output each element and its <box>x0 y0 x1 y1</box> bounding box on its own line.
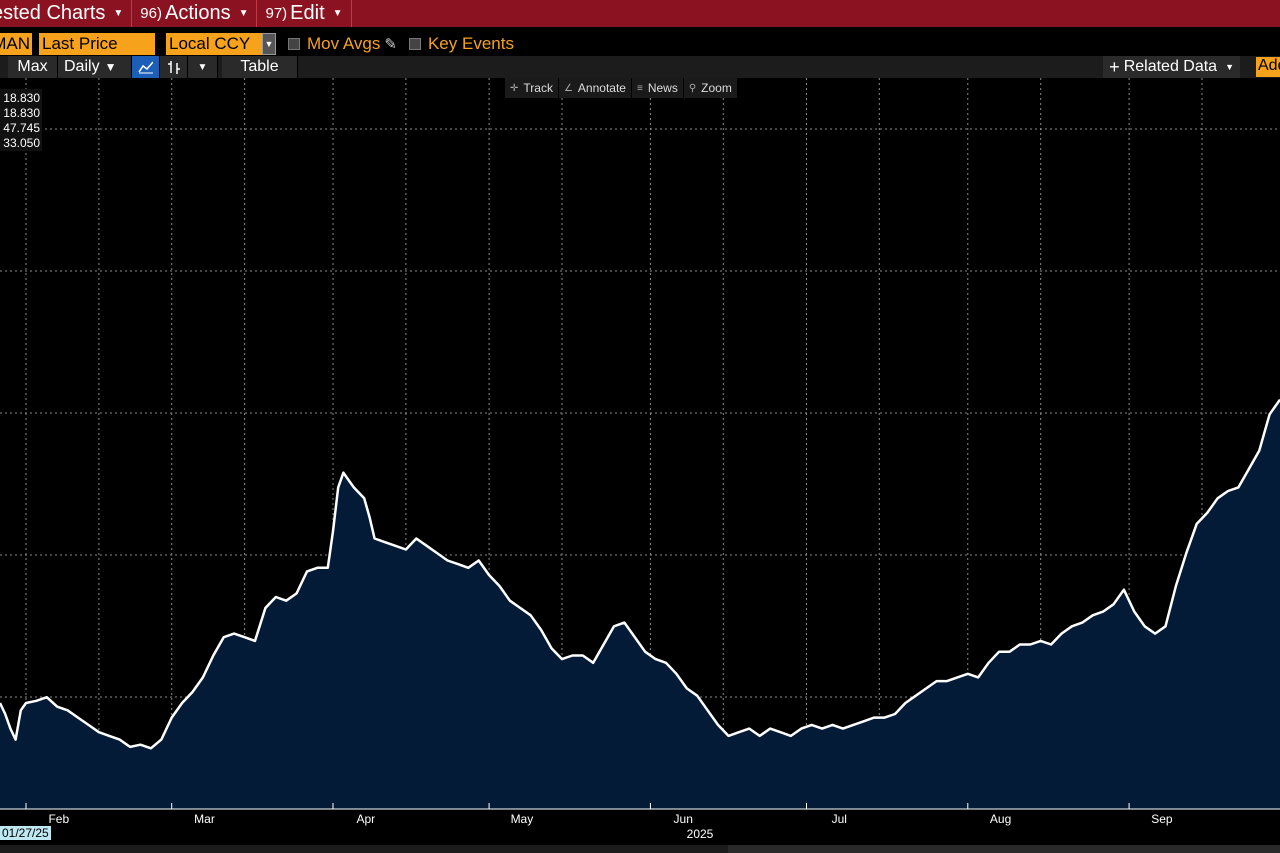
ticker-field[interactable]: MAN <box>0 33 32 55</box>
pencil-icon: ∠ <box>563 82 573 94</box>
chevron-down-icon: ▼ <box>104 60 117 74</box>
related-data-button[interactable]: + Related Data ▼ <box>1103 56 1240 78</box>
chart-toolbar: Max Daily ▼ ▼ Table + Related Data ▼ Add <box>0 56 1280 78</box>
ohlc-bar-icon <box>167 61 180 74</box>
crosshair-icon: ✛ <box>510 82 519 94</box>
scroll-thumb[interactable] <box>728 845 1280 853</box>
range-max-button[interactable]: Max <box>8 56 58 78</box>
menu-suggested-charts-label: ested Charts <box>0 2 106 24</box>
menu-bar: ested Charts ▼ 96) Actions ▼ 97) Edit ▼ <box>0 0 1280 27</box>
bar-chart-type-button[interactable] <box>160 56 188 78</box>
x-tick-label: Apr <box>356 812 375 826</box>
scroll-bar[interactable] <box>0 845 1280 853</box>
frequency-select[interactable]: Daily ▼ <box>58 56 132 78</box>
menu-actions-number: 96) <box>140 5 162 22</box>
stat-value: 47.745 <box>3 121 40 135</box>
mov-avgs-checkbox[interactable] <box>288 38 300 50</box>
menu-actions-label: Actions <box>164 2 231 24</box>
x-axis-year-label: 2025 <box>687 827 714 841</box>
add-button[interactable]: Add <box>1256 57 1280 77</box>
legend-stats: 18.830 18.830 47.745 33.050 <box>0 89 42 151</box>
price-chart[interactable]: Feb Mar Apr May Jun Jul Aug Sep 2025 <box>0 78 1280 853</box>
line-chart-icon <box>138 61 153 74</box>
x-tick-label: Jun <box>674 812 693 826</box>
field-selector-row: MAN Last Price Local CCY ▼ Mov Avgs ✎ Ke… <box>0 32 1280 56</box>
pencil-icon[interactable]: ✎ <box>384 36 397 53</box>
x-tick-label: Jul <box>832 812 847 826</box>
x-axis-ticks: Feb Mar Apr May Jun Jul Aug Sep <box>25 803 1173 826</box>
news-tool[interactable]: ≡ News <box>631 78 684 98</box>
start-date-field[interactable]: 01/27/25 <box>0 826 51 840</box>
currency-dropdown-button[interactable]: ▼ <box>262 33 276 55</box>
stat-value: 18.830 <box>3 91 40 105</box>
menu-edit-label: Edit <box>290 2 325 24</box>
chevron-down-icon: ▼ <box>238 8 249 19</box>
table-button[interactable]: Table <box>222 56 298 78</box>
price-line <box>0 398 1280 750</box>
menu-actions[interactable]: 96) Actions ▼ <box>132 0 258 27</box>
chart-area[interactable]: Feb Mar Apr May Jun Jul Aug Sep 2025 ✛ Track ∠ An… <box>0 78 1280 853</box>
news-icon: ≡ <box>636 82 643 94</box>
x-tick-label: Mar <box>194 812 215 826</box>
annotate-label: Annotate <box>577 81 626 95</box>
chevron-down-icon: ▼ <box>1225 62 1234 72</box>
chevron-down-icon: ▼ <box>264 39 274 49</box>
zoom-tool[interactable]: ⚲ Zoom <box>683 78 738 98</box>
currency-select[interactable]: Local CCY <box>166 33 262 55</box>
chart-grid <box>0 78 1280 809</box>
line-chart-type-button[interactable] <box>132 56 160 78</box>
menu-edit[interactable]: 97) Edit ▼ <box>257 0 352 27</box>
menu-edit-number: 97) <box>265 5 288 22</box>
frequency-label: Daily <box>64 58 100 75</box>
menu-suggested-charts[interactable]: ested Charts ▼ <box>0 0 133 27</box>
annotate-tool[interactable]: ∠ Annotate <box>558 78 632 98</box>
mov-avgs-label: Mov Avgs <box>307 34 381 53</box>
chart-type-dropdown[interactable]: ▼ <box>188 56 218 78</box>
track-tool[interactable]: ✛ Track <box>505 78 559 98</box>
stat-value: 18.830 <box>3 106 40 120</box>
x-tick-label: May <box>511 812 534 826</box>
related-data-label: Related Data <box>1123 58 1218 75</box>
price-area <box>0 399 1280 809</box>
price-field-select[interactable]: Last Price <box>39 33 155 55</box>
x-tick-label: Aug <box>990 812 1011 826</box>
magnifier-icon: ⚲ <box>688 82 697 94</box>
key-events-checkbox[interactable] <box>408 38 421 50</box>
news-label: News <box>647 81 678 95</box>
key-events-label: Key Events <box>427 34 514 53</box>
chevron-down-icon: ▼ <box>332 8 343 19</box>
chevron-down-icon: ▼ <box>113 8 124 19</box>
stat-value: 33.050 <box>3 136 40 150</box>
x-tick-label: Feb <box>48 812 69 826</box>
x-tick-label: Sep <box>1151 812 1173 826</box>
plus-icon: + <box>1109 56 1120 77</box>
zoom-label: Zoom <box>701 81 732 95</box>
chart-tools-bar: ✛ Track ∠ Annotate ≡ News ⚲ Zoom <box>505 78 738 98</box>
track-label: Track <box>523 81 553 95</box>
chevron-down-icon: ▼ <box>197 61 208 73</box>
